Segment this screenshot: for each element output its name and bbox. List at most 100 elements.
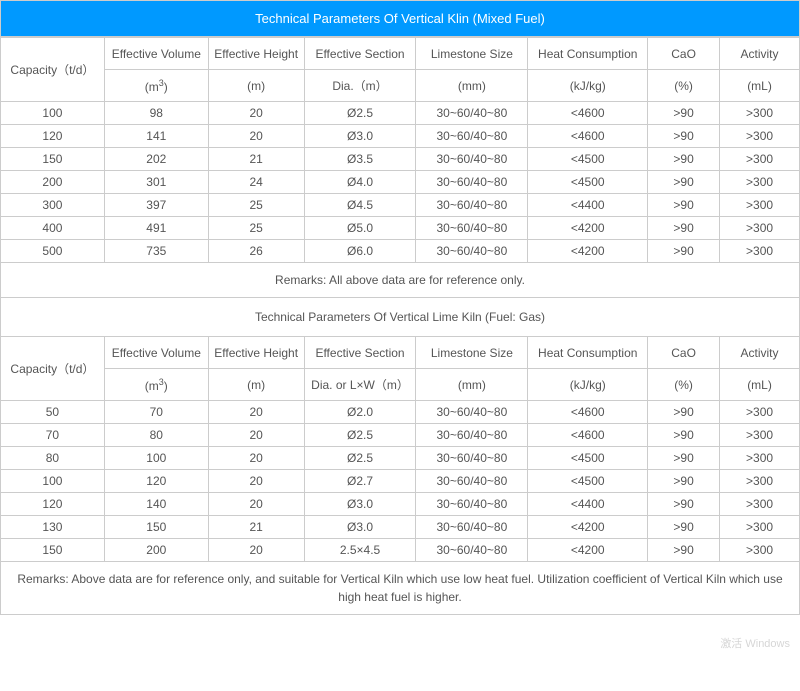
table-cell: 98 <box>104 102 208 125</box>
table-cell: >300 <box>720 516 800 539</box>
table-cell: >300 <box>720 401 800 424</box>
table-cell: 120 <box>104 470 208 493</box>
table-cell: <4500 <box>528 447 648 470</box>
table-unit-row: (m3) (m) Dia.（m） (mm) (kJ/kg) (%) (mL) <box>1 70 800 102</box>
table-cell: 24 <box>208 171 304 194</box>
table-cell: 150 <box>1 539 105 562</box>
table-cell: 301 <box>104 171 208 194</box>
table-cell: 70 <box>104 401 208 424</box>
table-cell: >300 <box>720 194 800 217</box>
page-title-bar: Technical Parameters Of Vertical Klin (M… <box>0 0 800 37</box>
table-cell: 100 <box>1 102 105 125</box>
table-row: 708020Ø2.530~60/40~80<4600>90>300 <box>1 424 800 447</box>
table-cell: 25 <box>208 217 304 240</box>
table-cell: 735 <box>104 240 208 263</box>
table-cell: >300 <box>720 171 800 194</box>
table-row: 8010020Ø2.530~60/40~80<4500>90>300 <box>1 447 800 470</box>
table-cell: 141 <box>104 125 208 148</box>
table-cell: >300 <box>720 493 800 516</box>
table-cell: >300 <box>720 470 800 493</box>
table-cell: 200 <box>1 171 105 194</box>
table-cell: >300 <box>720 539 800 562</box>
col-activity: Activity <box>720 38 800 70</box>
unit-volume: (m3) <box>104 70 208 102</box>
unit-height: (m) <box>208 369 304 401</box>
table-unit-row: (m3) (m) Dia. or L×W（m） (mm) (kJ/kg) (%)… <box>1 369 800 401</box>
table-cell: 30~60/40~80 <box>416 125 528 148</box>
table-cell: 20 <box>208 447 304 470</box>
table-cell: 80 <box>104 424 208 447</box>
table-cell: Ø4.0 <box>304 171 416 194</box>
table-cell: >90 <box>648 240 720 263</box>
table-row: 12014120Ø3.030~60/40~80<4600>90>300 <box>1 125 800 148</box>
table-cell: 30~60/40~80 <box>416 217 528 240</box>
col-limestone: Limestone Size <box>416 38 528 70</box>
col-heat: Heat Consumption <box>528 337 648 369</box>
table-row: 15020221Ø3.530~60/40~80<4500>90>300 <box>1 148 800 171</box>
parameters-table: Capacity（t/d） Effective Volume Effective… <box>0 37 800 615</box>
table-cell: >300 <box>720 240 800 263</box>
table-cell: >90 <box>648 493 720 516</box>
table-cell: 21 <box>208 516 304 539</box>
table-header-row: Capacity（t/d） Effective Volume Effective… <box>1 38 800 70</box>
table-cell: 30~60/40~80 <box>416 539 528 562</box>
unit-cao: (%) <box>648 70 720 102</box>
table-cell: 30~60/40~80 <box>416 148 528 171</box>
col-cao: CaO <box>648 38 720 70</box>
table-cell: 26 <box>208 240 304 263</box>
table-cell: 202 <box>104 148 208 171</box>
table-cell: 20 <box>208 401 304 424</box>
unit-section: Dia.（m） <box>304 70 416 102</box>
table-row: 10012020Ø2.730~60/40~80<4500>90>300 <box>1 470 800 493</box>
table-cell: 100 <box>1 470 105 493</box>
table-cell: 130 <box>1 516 105 539</box>
table-cell: <4200 <box>528 240 648 263</box>
table-cell: >300 <box>720 447 800 470</box>
table-row: 13015021Ø3.030~60/40~80<4200>90>300 <box>1 516 800 539</box>
remarks-row: Remarks: All above data are for referenc… <box>1 263 800 298</box>
table-row: 20030124Ø4.030~60/40~80<4500>90>300 <box>1 171 800 194</box>
table-cell: >90 <box>648 424 720 447</box>
unit-section: Dia. or L×W（m） <box>304 369 416 401</box>
table-cell: 200 <box>104 539 208 562</box>
table-cell: 140 <box>104 493 208 516</box>
table-cell: 30~60/40~80 <box>416 401 528 424</box>
col-capacity: Capacity（t/d） <box>1 38 105 102</box>
col-volume: Effective Volume <box>104 337 208 369</box>
remarks-row: Remarks: Above data are for reference on… <box>1 562 800 615</box>
table-cell: 25 <box>208 194 304 217</box>
col-capacity: Capacity（t/d） <box>1 337 105 401</box>
col-heat: Heat Consumption <box>528 38 648 70</box>
table-cell: 30~60/40~80 <box>416 171 528 194</box>
table-cell: 30~60/40~80 <box>416 470 528 493</box>
col-section: Effective Section <box>304 337 416 369</box>
table-cell: 2.5×4.5 <box>304 539 416 562</box>
table-cell: 30~60/40~80 <box>416 447 528 470</box>
table-row: 1009820Ø2.530~60/40~80<4600>90>300 <box>1 102 800 125</box>
subtitle-row: Technical Parameters Of Vertical Lime Ki… <box>1 298 800 337</box>
table-cell: <4400 <box>528 194 648 217</box>
table-cell: >300 <box>720 148 800 171</box>
table-cell: >90 <box>648 401 720 424</box>
table-cell: >90 <box>648 516 720 539</box>
table-row: 50073526Ø6.030~60/40~80<4200>90>300 <box>1 240 800 263</box>
table-cell: 400 <box>1 217 105 240</box>
col-volume: Effective Volume <box>104 38 208 70</box>
table-cell: <4600 <box>528 424 648 447</box>
table-cell: 30~60/40~80 <box>416 240 528 263</box>
table-cell: 30~60/40~80 <box>416 102 528 125</box>
col-height: Effective Height <box>208 38 304 70</box>
table-cell: 30~60/40~80 <box>416 493 528 516</box>
table-cell: >90 <box>648 539 720 562</box>
table-cell: 20 <box>208 493 304 516</box>
col-section: Effective Section <box>304 38 416 70</box>
table-cell: 50 <box>1 401 105 424</box>
table-row: 40049125Ø5.030~60/40~80<4200>90>300 <box>1 217 800 240</box>
table-cell: <4500 <box>528 470 648 493</box>
table-cell: 397 <box>104 194 208 217</box>
table-cell: <4200 <box>528 539 648 562</box>
unit-limestone: (mm) <box>416 70 528 102</box>
col-activity: Activity <box>720 337 800 369</box>
table-cell: 20 <box>208 125 304 148</box>
table-cell: 20 <box>208 470 304 493</box>
